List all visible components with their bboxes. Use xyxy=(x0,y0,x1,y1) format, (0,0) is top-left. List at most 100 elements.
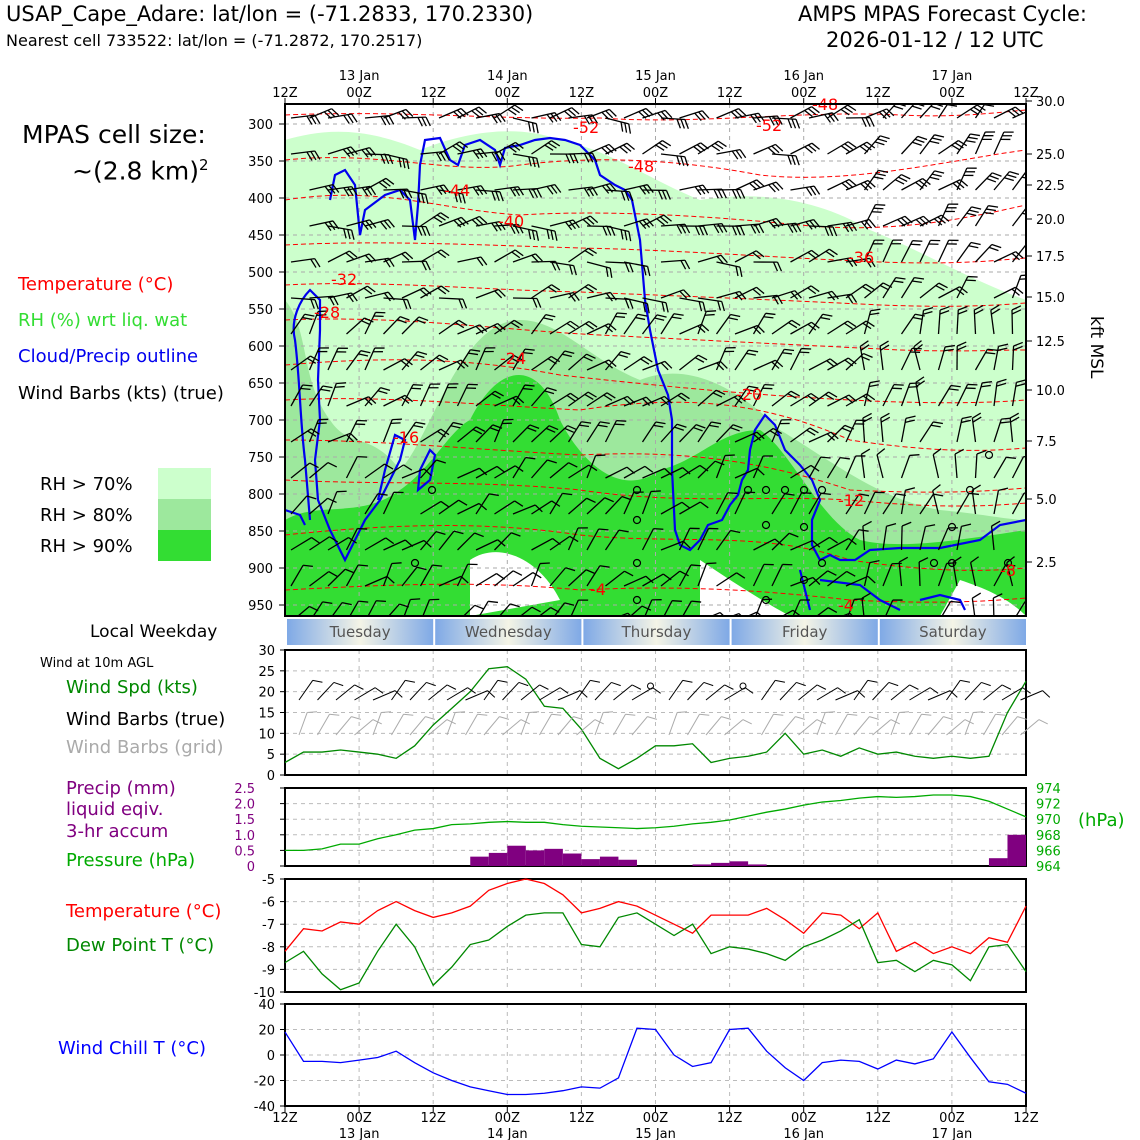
wind-barb xyxy=(882,562,902,587)
precip-ytick-label: 2.0 xyxy=(234,798,255,813)
rh90-swatch xyxy=(158,530,211,561)
wind-barb xyxy=(882,383,904,407)
kft-tick-label: 25.0 xyxy=(1036,148,1065,163)
wind-barb xyxy=(872,719,900,736)
wind-barb xyxy=(364,493,388,515)
wind-barb xyxy=(993,106,1024,119)
wind-barb xyxy=(456,349,481,371)
wind-barb xyxy=(345,419,367,443)
wind-barb xyxy=(697,389,726,407)
wind-barb xyxy=(919,307,934,335)
bottom-hour-label: 12Z xyxy=(865,1111,891,1126)
kft-tick-label: 20.0 xyxy=(1036,213,1065,228)
wind-barb xyxy=(586,359,617,371)
wind-barb xyxy=(346,317,374,335)
nearest-cell: Nearest cell 733522: lat/lon = (-71.2872… xyxy=(6,31,423,50)
wind-barb xyxy=(734,349,759,371)
wind-barb xyxy=(512,348,535,371)
bottom-date-label: 13 Jan xyxy=(339,1127,380,1140)
rh70-swatch xyxy=(158,468,211,499)
wind-barb xyxy=(539,687,569,701)
wind-barb xyxy=(882,239,903,263)
wind-barb xyxy=(401,598,421,616)
wind-barb xyxy=(752,598,773,616)
wind-barb xyxy=(568,283,598,299)
wind-barb xyxy=(679,354,708,371)
wind-barb xyxy=(660,289,691,299)
pressure-tick-label: 350 xyxy=(248,155,273,170)
pressure-ytick-label: 970 xyxy=(1036,813,1061,828)
wind-barb xyxy=(623,297,650,314)
wind-barb xyxy=(494,249,524,263)
kft-tick-label: 2.5 xyxy=(1036,556,1057,571)
wind-barb xyxy=(1031,451,1047,480)
wind-barb xyxy=(734,385,759,407)
chill-ytick-label: -20 xyxy=(254,1075,275,1090)
wind-barb xyxy=(862,520,872,551)
wind-barb xyxy=(753,261,783,272)
wind-barb xyxy=(494,186,525,197)
legend-rh90: RH > 90% xyxy=(40,536,133,557)
wind-barb xyxy=(446,687,476,701)
wind-barb xyxy=(372,690,403,701)
wind-barb xyxy=(364,387,391,407)
precip-bar xyxy=(711,862,730,866)
wind-barb xyxy=(790,576,821,587)
wind-barb xyxy=(937,527,958,551)
wind-barb xyxy=(660,313,684,335)
wind-barb xyxy=(716,148,747,160)
top-hour-label: 00Z xyxy=(346,86,372,101)
wind-barb xyxy=(863,169,889,191)
wind-barb xyxy=(401,566,427,587)
wind-barb xyxy=(863,380,880,407)
wind-barb xyxy=(956,104,986,119)
weekday-cell xyxy=(287,619,434,645)
wind-barb xyxy=(605,297,634,309)
wind-barb xyxy=(420,249,450,263)
wind-barb xyxy=(937,203,959,227)
wind-barb xyxy=(853,679,878,701)
wind-barb xyxy=(974,348,998,371)
wind-barb xyxy=(771,419,792,443)
wind-barb xyxy=(327,382,347,407)
wind-barb xyxy=(475,465,506,479)
wind-barb xyxy=(679,110,710,122)
wind-barb xyxy=(401,421,426,443)
wind-barb xyxy=(993,251,1024,263)
wind-barb xyxy=(697,460,725,479)
wind-barb xyxy=(327,568,355,587)
wind-barb xyxy=(605,117,632,134)
wind-barb xyxy=(876,448,886,479)
wind-barb xyxy=(364,537,395,551)
wind-barb xyxy=(668,711,688,736)
isotherm-label: -4 xyxy=(838,596,854,615)
legend-wind-speed: Wind Spd (kts) xyxy=(66,677,198,698)
wind-barb xyxy=(290,297,319,310)
wind-barb xyxy=(890,684,919,701)
wind-barb xyxy=(697,310,717,335)
wind-barb xyxy=(990,304,1001,335)
wind-10m-panel: 0 5 10 15 20 25 30 xyxy=(258,644,1051,784)
wind-barb xyxy=(1020,690,1051,701)
wind-panel-title: Wind at 10m AGL xyxy=(40,656,154,671)
bottom-date-label: 16 Jan xyxy=(783,1127,824,1140)
wind-barb xyxy=(290,313,315,335)
wind-barb xyxy=(512,153,540,168)
wind-barb xyxy=(290,150,321,161)
wind-barb xyxy=(568,569,596,587)
wind-barb xyxy=(761,713,784,736)
wind-barb xyxy=(494,104,524,119)
bottom-hour-label: 00Z xyxy=(643,1111,669,1126)
wind-barb xyxy=(845,575,876,587)
top-hour-label: 00Z xyxy=(791,86,817,101)
weekday-band: Tuesday Wednesday Thursday Friday Saturday xyxy=(287,619,1026,645)
wind-barb xyxy=(909,713,932,736)
wind-barb xyxy=(715,454,735,479)
top-hour-label: 00Z xyxy=(495,86,521,101)
wind-barb xyxy=(594,681,621,701)
wind-barb xyxy=(993,171,1020,191)
wind-barb xyxy=(364,177,395,191)
wind-barb xyxy=(308,418,329,443)
wind-barb xyxy=(919,170,945,191)
wind-barb xyxy=(918,557,929,587)
